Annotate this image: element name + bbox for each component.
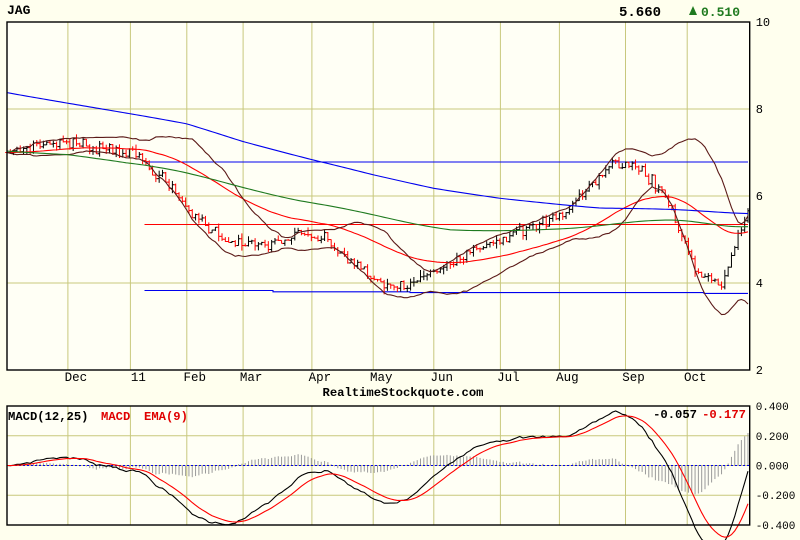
svg-text:0.400: 0.400: [756, 402, 789, 414]
svg-text:4: 4: [756, 277, 763, 291]
svg-text:Oct: Oct: [684, 371, 707, 385]
svg-text:0.000: 0.000: [756, 462, 789, 474]
svg-text:-0.200: -0.200: [756, 491, 796, 503]
svg-text:EMA(9): EMA(9): [144, 410, 188, 424]
svg-text:RealtimeStockquote.com: RealtimeStockquote.com: [323, 386, 484, 400]
svg-text:Feb: Feb: [184, 371, 207, 385]
svg-text:-0.400: -0.400: [756, 521, 796, 533]
svg-text:0.510: 0.510: [701, 5, 740, 20]
svg-text:-0.177: -0.177: [702, 408, 746, 422]
svg-text:Aug: Aug: [556, 371, 579, 385]
svg-text:6: 6: [756, 190, 763, 204]
svg-text:Mar: Mar: [240, 371, 263, 385]
svg-text:Sep: Sep: [622, 371, 645, 385]
svg-text:Jun: Jun: [431, 371, 454, 385]
svg-text:MACD(12,25): MACD(12,25): [8, 410, 88, 424]
svg-text:Jul: Jul: [497, 371, 520, 385]
svg-text:-0.057: -0.057: [653, 408, 697, 422]
svg-text:10: 10: [756, 16, 770, 30]
svg-text:MACD: MACD: [101, 410, 130, 424]
svg-text:May: May: [370, 371, 393, 385]
svg-text:0.200: 0.200: [756, 432, 789, 444]
svg-text:2: 2: [756, 364, 763, 378]
svg-text:JAG: JAG: [7, 3, 31, 18]
svg-text:5.660: 5.660: [619, 5, 661, 21]
svg-text:Dec: Dec: [65, 371, 88, 385]
svg-text:11: 11: [131, 371, 146, 385]
svg-text:8: 8: [756, 103, 763, 117]
svg-text:Apr: Apr: [309, 371, 332, 385]
